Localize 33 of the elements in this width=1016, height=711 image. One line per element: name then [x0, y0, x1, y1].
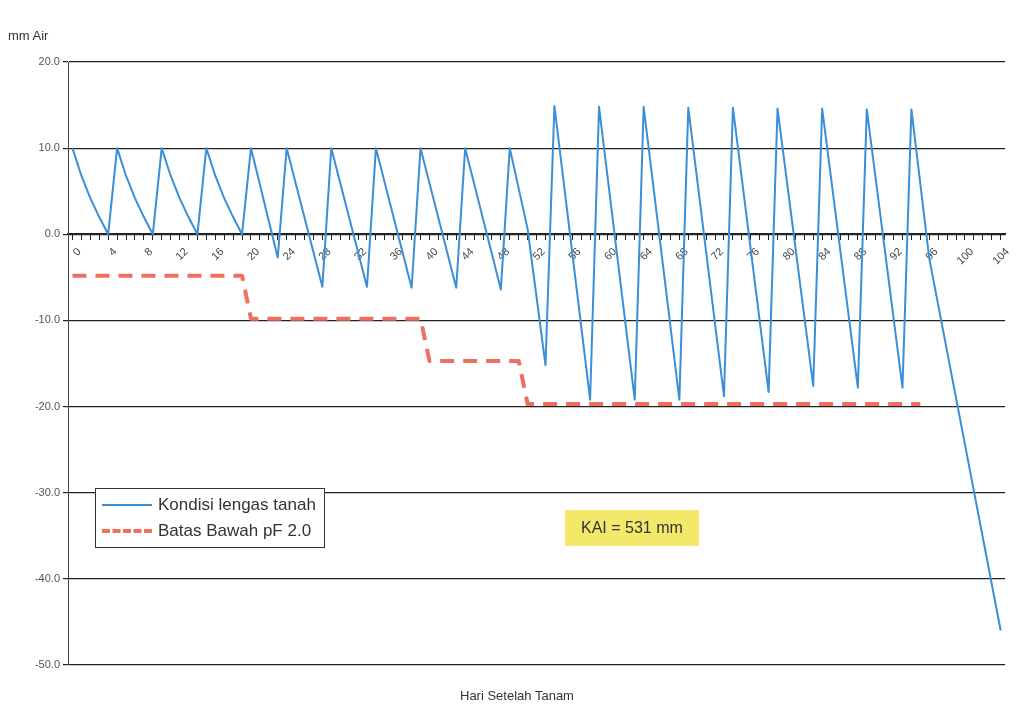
x-tick-label: 4	[105, 245, 119, 258]
x-tick-label: 0	[70, 245, 84, 258]
x-tick-label: 72	[708, 245, 726, 263]
x-tick-label: 20	[244, 245, 262, 263]
legend-label: Batas Bawah pF 2.0	[158, 521, 312, 541]
x-tick-label: 8	[141, 245, 155, 258]
y-tick-label: 20.0	[38, 55, 60, 68]
y-tick-label: -50.0	[34, 658, 60, 671]
x-tick-label: 80	[779, 245, 798, 263]
annotation: KAI = 531 mm	[565, 510, 699, 546]
x-tick-label: 92	[886, 245, 905, 263]
y-tick-label: -40.0	[34, 571, 60, 584]
x-tick-label: 40	[422, 245, 441, 263]
legend-label: Kondisi lengas tanah	[158, 495, 316, 515]
x-tick-label: 52	[529, 245, 548, 263]
x-tick-label: 12	[172, 245, 191, 263]
x-tick-label: 60	[601, 245, 619, 263]
x-tick-label: 84	[815, 245, 833, 263]
y-axis-title: mm Air	[8, 28, 49, 43]
y-tick-label: -30.0	[34, 485, 60, 498]
x-tick-label: 64	[637, 245, 655, 263]
x-tick-label: 36	[387, 245, 405, 263]
x-tick-label: 24	[280, 245, 298, 263]
line-series	[70, 273, 923, 406]
y-tick-label: 10.0	[38, 141, 60, 154]
x-tick-label: 16	[208, 245, 226, 263]
y-tick-label: 0.0	[44, 227, 60, 240]
x-tick-label: 104	[989, 245, 1012, 267]
x-tick-label: 100	[954, 245, 976, 267]
x-axis-title: Hari Setelah Tanam	[460, 688, 574, 703]
y-tick-label: -10.0	[34, 313, 60, 326]
y-tick-label: -20.0	[34, 399, 60, 412]
x-tick-label: 44	[458, 245, 476, 263]
